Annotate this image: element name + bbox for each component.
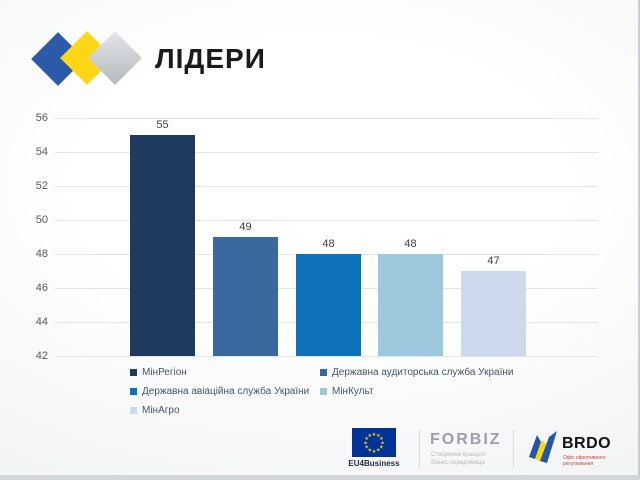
- header: ЛІДЕРИ: [0, 0, 640, 100]
- svg-text:★: ★: [379, 436, 384, 442]
- bar-5: [461, 271, 526, 356]
- brdo-arrow-icon: [527, 430, 559, 469]
- y-axis-tick-label: 46: [35, 282, 48, 294]
- forbiz-logo: FORBIZ: [430, 431, 502, 448]
- brdo-tagline-line1: Офіс ефективного: [563, 455, 606, 461]
- legend-swatch: [130, 387, 137, 395]
- bar-3: [296, 254, 361, 356]
- legend-swatch: [130, 406, 137, 414]
- bar-value-label: 47: [487, 255, 500, 267]
- legend-item: Державна аудиторська служба України: [320, 366, 513, 378]
- forbiz-tagline-line1: Створення кращого: [431, 452, 486, 458]
- legend-label: МінРегіон: [142, 366, 187, 378]
- page-title: ЛІДЕРИ: [155, 43, 266, 74]
- legend-swatch: [320, 368, 327, 376]
- y-axis-tick-label: 44: [35, 316, 48, 328]
- slide-right-edge: [638, 0, 640, 480]
- svg-text:★: ★: [376, 448, 381, 454]
- svg-text:★: ★: [364, 445, 369, 451]
- legend-item: Державна авіаційна служба України: [130, 385, 309, 397]
- forbiz-tagline: Створення кращого бізнес-середовища: [431, 451, 486, 467]
- y-axis-tick-label: 54: [35, 146, 48, 158]
- svg-text:★: ★: [368, 433, 373, 439]
- eu-stars-icon: ★ ★★★★★★★★★★★: [363, 432, 385, 455]
- bar-value-label: 48: [404, 238, 417, 250]
- bar-2: [213, 237, 278, 356]
- legend-swatch: [320, 387, 327, 395]
- diamond-blue-icon: [31, 32, 85, 86]
- diamond-yellow-icon: [60, 31, 114, 85]
- brdo-tagline: Офіс ефективного регулювання: [563, 455, 606, 467]
- legend-label: Державна авіаційна служба України: [142, 385, 310, 397]
- footer: ★ ★ ★ ★ ★ ★ ★ ★ ★ ★ ★ ★ EU4Business FORBIZ Створенн…: [0, 422, 640, 474]
- legend-swatch: [130, 368, 137, 376]
- y-axis-tick-label: 42: [35, 350, 48, 362]
- bar-1: [130, 135, 195, 356]
- svg-text:★: ★: [380, 440, 385, 446]
- gridline: [55, 356, 598, 357]
- bar-value-label: 48: [322, 238, 335, 250]
- svg-text:★: ★: [368, 448, 373, 454]
- svg-text:★: ★: [376, 433, 381, 439]
- gridline: [55, 220, 598, 221]
- legend-item: МінАгро: [130, 404, 180, 416]
- forbiz-tagline-line2: бізнес-середовища: [431, 460, 485, 466]
- brdo-tagline-line2: регулювання: [563, 461, 594, 467]
- gridline: [55, 118, 598, 119]
- svg-text:★: ★: [372, 432, 377, 438]
- gridline: [55, 152, 598, 153]
- legend-label: МінАгро: [142, 404, 180, 416]
- bar-4: [378, 254, 443, 356]
- eu4business-label: EU4Business: [348, 459, 400, 468]
- eu-flag-icon: ★ ★ ★ ★ ★ ★ ★ ★ ★ ★ ★ ★: [352, 428, 396, 457]
- svg-text:★: ★: [364, 436, 369, 442]
- svg-text:★: ★: [363, 440, 368, 446]
- legend-item: МінКульт: [320, 385, 374, 397]
- footer-divider: [513, 430, 514, 468]
- bar-value-label: 55: [156, 119, 169, 131]
- brdo-logo: BRDO: [562, 435, 612, 452]
- legend-label: МінКульт: [332, 385, 374, 397]
- y-axis-tick-label: 52: [35, 180, 48, 192]
- y-axis-tick-label: 50: [35, 214, 48, 226]
- bar-value-label: 49: [239, 221, 252, 233]
- slide-bottom-edge: [0, 475, 640, 480]
- svg-text:★: ★: [372, 449, 377, 455]
- legend-label: Державна аудиторська служба України: [332, 366, 514, 378]
- logo-diamonds: [30, 28, 142, 92]
- gridline: [55, 186, 598, 187]
- diamond-gray-icon: [88, 31, 142, 85]
- footer-divider: [419, 430, 420, 468]
- svg-text:★: ★: [379, 445, 384, 451]
- y-axis-tick-label: 48: [35, 248, 48, 260]
- y-axis-tick-label: 56: [35, 112, 48, 124]
- legend-item: МінРегіон: [130, 366, 187, 378]
